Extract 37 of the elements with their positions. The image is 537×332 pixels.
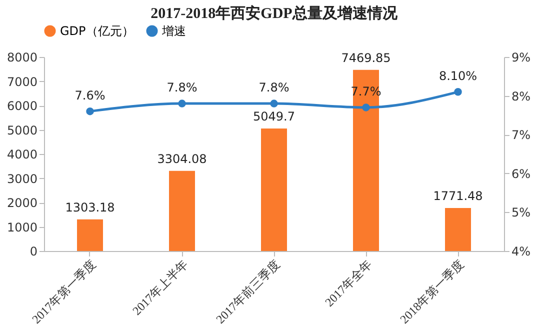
data-label: 1303.18: [65, 200, 115, 214]
data-label: 7.6%: [74, 88, 106, 102]
point: [454, 88, 462, 96]
y2-tick-label: 8%: [512, 89, 531, 104]
y-tick-label: 2000: [6, 196, 38, 210]
bar: [77, 219, 103, 251]
data-label: 3304.08: [157, 152, 207, 166]
bar: [169, 170, 195, 251]
point: [270, 100, 278, 108]
y-tick-label: 4000: [6, 148, 38, 162]
y-tick-label: 1000: [6, 220, 38, 234]
y-tick-label: 0: [30, 244, 38, 258]
bar: [261, 128, 287, 251]
chart-title: 2017-2018年西安GDP总量及增速情况: [150, 4, 398, 22]
point: [362, 104, 370, 112]
data-label: 5049.7: [253, 110, 295, 124]
legend-label: 增速: [161, 24, 186, 38]
y2-tick-label: 5%: [512, 206, 531, 220]
legend-label: GDP（亿元）: [60, 24, 134, 38]
data-label: 7469.85: [341, 50, 391, 65]
data-label: 7.8%: [166, 80, 198, 95]
point: [178, 100, 186, 108]
y2-tick-label: 9%: [512, 50, 531, 64]
data-label: 1771.48: [433, 189, 483, 204]
y-tick-label: 3000: [6, 172, 38, 186]
y2-tick-label: 4%: [512, 244, 531, 258]
y-tick-label: 6000: [6, 99, 38, 113]
bar: [353, 70, 379, 251]
y2-tick-label: 7%: [512, 128, 531, 142]
y2-tick-label: 6%: [512, 166, 531, 181]
point: [86, 107, 94, 116]
bar: [445, 208, 471, 251]
y-tick-label: 5000: [6, 123, 38, 138]
data-label: 8.10%: [438, 68, 478, 83]
data-label: 7.8%: [258, 80, 290, 95]
y-tick-label: 7000: [6, 74, 38, 89]
y-tick-label: 8000: [6, 50, 38, 64]
